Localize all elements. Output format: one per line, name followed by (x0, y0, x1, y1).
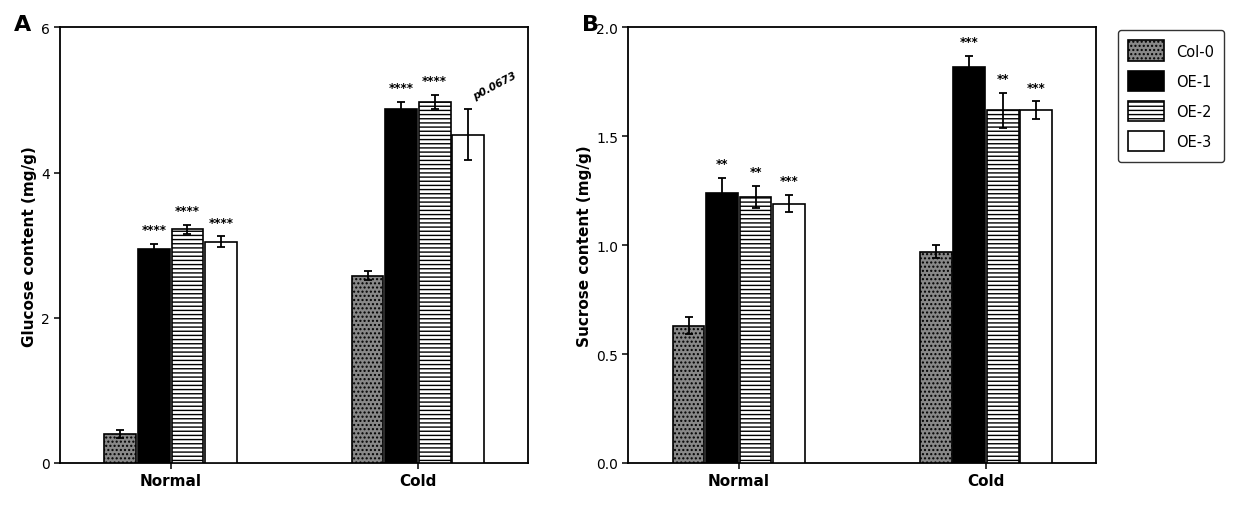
Text: p0.0673: p0.0673 (471, 70, 518, 102)
Y-axis label: Glucose content (mg/g): Glucose content (mg/g) (22, 145, 37, 346)
Y-axis label: Sucrose content (mg/g): Sucrose content (mg/g) (577, 145, 591, 346)
Bar (352, 276, 383, 463)
Text: ****: **** (422, 75, 448, 88)
Text: **: ** (997, 73, 1009, 86)
Bar (386, 110, 417, 463)
Bar (954, 68, 985, 463)
Bar (920, 252, 951, 463)
Bar (104, 434, 136, 463)
Text: **: ** (715, 158, 728, 171)
Text: A: A (14, 15, 31, 35)
Bar (774, 205, 805, 463)
Text: ****: **** (141, 223, 166, 236)
Text: ***: *** (1027, 81, 1045, 94)
Bar (672, 326, 704, 463)
Legend: Col-0, OE-1, OE-2, OE-3: Col-0, OE-1, OE-2, OE-3 (1117, 31, 1224, 163)
Bar (740, 198, 771, 463)
Text: ****: **** (388, 82, 414, 95)
Bar (171, 230, 203, 463)
Bar (138, 249, 170, 463)
Bar (205, 242, 237, 463)
Text: ***: *** (960, 36, 978, 48)
Bar (987, 111, 1019, 463)
Bar (453, 135, 484, 463)
Text: B: B (582, 15, 599, 35)
Text: ****: **** (175, 205, 200, 218)
Text: **: ** (749, 166, 761, 179)
Bar (1021, 111, 1053, 463)
Bar (706, 193, 738, 463)
Bar (419, 103, 450, 463)
Text: ***: *** (780, 175, 799, 188)
Text: ****: **** (208, 216, 233, 229)
